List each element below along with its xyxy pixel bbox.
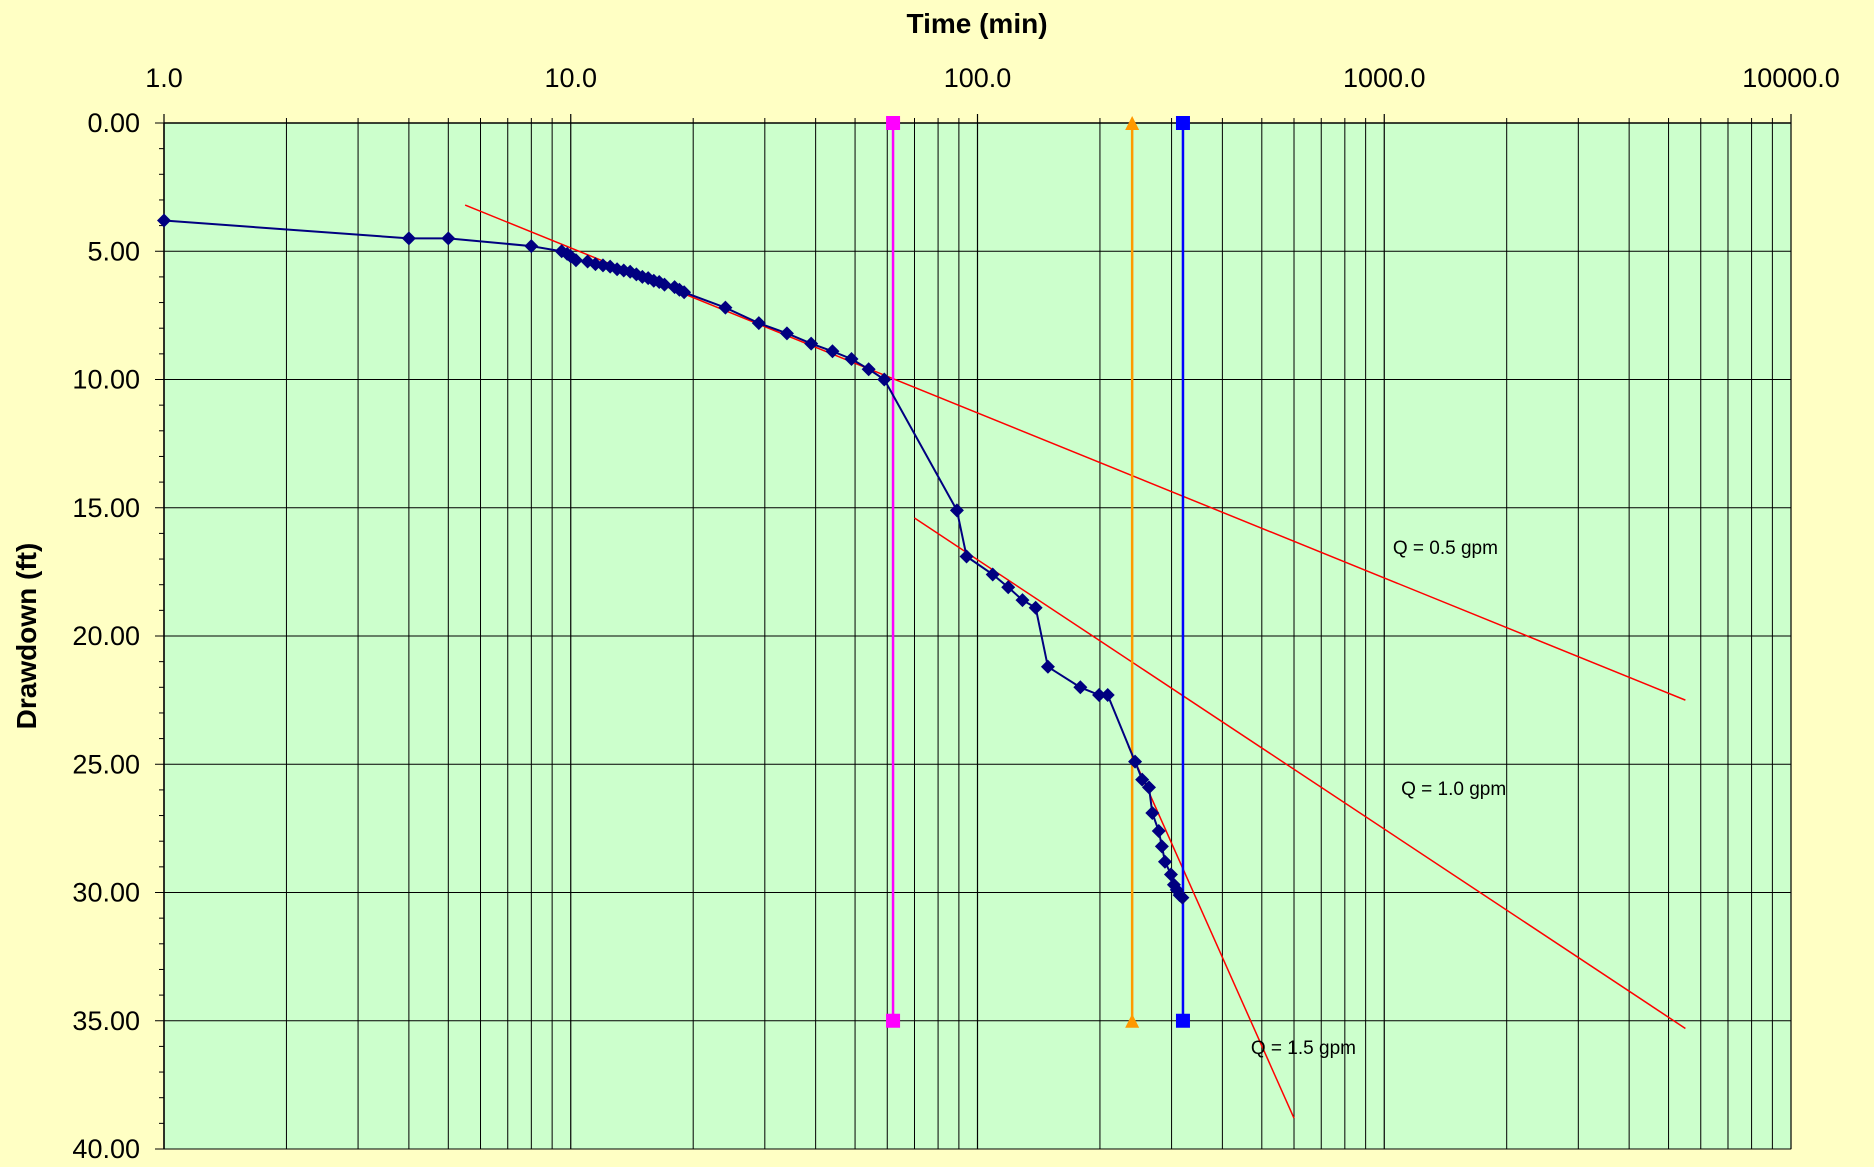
y-tick-label: 10.00 [72,365,140,395]
data-point [1128,754,1143,769]
fit-line-label: Q = 1.5 gpm [1251,1038,1356,1059]
data-point [804,336,819,351]
y-tick-label: 40.00 [72,1134,140,1164]
data-point [844,351,859,366]
data-point [861,362,876,377]
data-point [1028,600,1043,615]
data-point [751,316,766,331]
y-tick-label: 0.00 [87,108,140,138]
x-tick-label: 100.0 [944,63,1012,93]
marker-point [1125,1013,1140,1028]
x-tick-label: 1000.0 [1343,63,1426,93]
data-point [825,344,840,359]
data-point [1073,680,1088,695]
data-point [949,503,964,518]
data-point [677,285,692,300]
data-series [157,213,1190,905]
data-point [441,231,456,246]
marker-point [886,1013,901,1028]
data-point [524,239,539,254]
data-point [1001,580,1016,595]
data-point [401,231,416,246]
marker-lines [886,116,1190,1028]
data-point [1157,854,1172,869]
x-tick-label: 10.0 [544,63,597,93]
data-point [985,567,1000,582]
fit-line-label: Q = 0.5 gpm [1393,538,1498,559]
y-tick-label: 20.00 [72,621,140,651]
data-point [1040,659,1055,674]
y-axis-title: Drawdown (ft) [11,543,42,730]
data-point [1135,772,1150,787]
x-tick-label: 10000.0 [1742,63,1840,93]
data-point [568,253,583,268]
data-point [1015,593,1030,608]
grid [163,122,1792,1150]
marker-point [1175,1013,1190,1028]
data-point [877,372,892,387]
y-tick-label: 35.00 [72,1006,140,1036]
data-point [1154,839,1169,854]
data-point [1100,687,1115,702]
axes: 1.0 10.0 100.0 1000.0 10000.0 0.00 5.00 10.00 15… [72,63,1839,1164]
fit-line [1127,745,1295,1119]
y-tick-label: 30.00 [72,878,140,908]
marker-point [886,116,901,130]
x-tick-label: 1.0 [145,63,183,93]
marker-point [1175,116,1190,130]
data-point [1175,890,1190,905]
y-tick-label: 25.00 [72,749,140,779]
data-point [1145,805,1160,820]
data-point [779,326,794,341]
x-axis-title: Time (min) [906,8,1047,39]
data-point [718,300,733,315]
y-tick-label: 5.00 [87,236,140,266]
data-point [1163,867,1178,882]
data-point [657,277,672,292]
fit-line [914,517,1686,1030]
data-point [1092,687,1107,702]
fit-line-label: Q = 1.0 gpm [1401,779,1506,800]
data-point [1141,780,1156,795]
y-tick-label: 15.00 [72,493,140,523]
data-point [1151,823,1166,838]
data-point [959,549,974,564]
data-point [157,213,171,228]
marker-point [1125,116,1140,130]
annotations: Q = 0.5 gpm Q = 1.0 gpm Q = 1.5 gpm [1251,538,1506,1059]
